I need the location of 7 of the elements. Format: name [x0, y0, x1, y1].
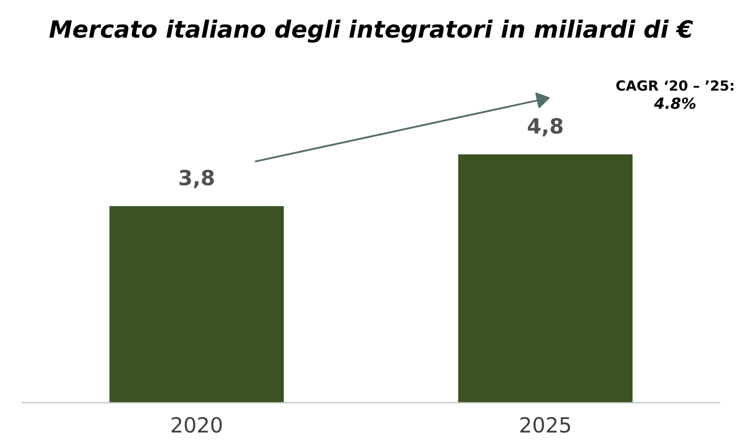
data-label: 4,8: [528, 118, 563, 136]
x-tick-label: 2020: [172, 416, 222, 433]
x-tick-label: 2025: [520, 416, 570, 433]
text: 4.8%: [654, 97, 696, 110]
data-label: 3,8: [180, 170, 214, 188]
text: CAGR ‘20 – ’25:: [616, 80, 734, 91]
chart-title: Mercato italiano degli integratori in miliardi di €: [49, 20, 693, 43]
